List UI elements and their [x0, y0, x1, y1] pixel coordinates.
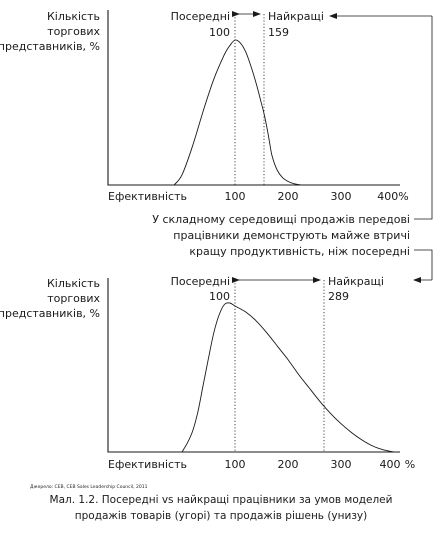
bottom-average-value: 100: [209, 290, 230, 303]
annotation: У складному середовищі продажів передові…: [152, 213, 410, 258]
top-x-ticks: 100 200 300 400%: [225, 190, 409, 203]
top-tick-300: 300: [331, 190, 352, 203]
bottom-tick-100: 100: [225, 458, 246, 471]
bottom-tick-400: 400: [380, 458, 401, 471]
bottom-xlabel: Ефективність: [108, 458, 187, 471]
top-axes: [107, 10, 400, 186]
bottom-x-ticks: 100 200 300 400 %: [225, 458, 416, 471]
bottom-ylabel-line-2: торгових: [47, 292, 100, 305]
top-ylabel-line-3: представників, %: [0, 40, 100, 53]
top-chart: Кількість торгових представників, % Ефек…: [0, 10, 409, 203]
top-y-axis-label: Кількість торгових представників, %: [0, 10, 100, 53]
top-distribution-curve: [173, 39, 302, 186]
bottom-best-label: Найкращі: [328, 275, 384, 288]
annotation-line-1: У складному середовищі продажів передові: [152, 213, 410, 226]
top-ylabel-line-2: торгових: [47, 25, 100, 38]
bottom-axes: [107, 278, 400, 453]
annotation-connector-bottom: [414, 249, 433, 280]
top-xlabel: Ефективність: [108, 190, 187, 203]
top-tick-400: 400%: [377, 190, 408, 203]
bottom-distribution-curve: [181, 302, 395, 453]
top-ylabel-line-1: Кількість: [47, 10, 100, 23]
bottom-ylabel-line-3: представників, %: [0, 307, 100, 320]
bottom-tick-300: 300: [331, 458, 352, 471]
bottom-y-axis-label: Кількість торгових представників, %: [0, 277, 100, 320]
top-tick-200: 200: [278, 190, 299, 203]
bottom-tick-percent: %: [405, 458, 415, 471]
top-average-value: 100: [209, 26, 230, 39]
source-note: Джерело: CEB, CEB Sales Leadership Counc…: [30, 484, 148, 490]
top-best-value: 159: [268, 26, 289, 39]
bottom-tick-200: 200: [278, 458, 299, 471]
caption-line-2: продажів товарів (угорі) та продажів ріш…: [75, 510, 367, 522]
annotation-line-3: кращу продуктивність, ніж посередні: [189, 245, 410, 258]
annotation-line-2: працівники демонструють майже втричі: [173, 229, 410, 242]
top-tick-100: 100: [225, 190, 246, 203]
top-best-label: Найкращі: [268, 10, 324, 23]
top-average-label: Посередні: [171, 10, 230, 23]
bottom-best-value: 289: [328, 290, 349, 303]
annotation-connector-top: [414, 16, 433, 220]
bottom-average-label: Посередні: [171, 275, 230, 288]
caption-line-1: Мал. 1.2. Посередні vs найкращі працівни…: [50, 494, 393, 506]
bottom-ylabel-line-1: Кількість: [47, 277, 100, 290]
bottom-chart: Кількість торгових представників, % Ефек…: [0, 275, 415, 471]
